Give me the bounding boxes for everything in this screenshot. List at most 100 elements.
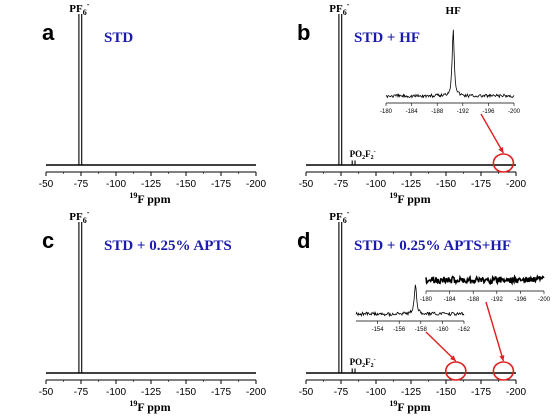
x-axis-label: 19F ppm	[129, 399, 170, 414]
x-tick-label: -125	[401, 387, 421, 398]
peak-label-sup: -	[87, 208, 90, 217]
peak-label-main: PF	[329, 211, 343, 223]
x-tick-label: -150	[176, 387, 196, 398]
highlight-circle	[492, 361, 515, 381]
peak-label-sub: 6	[343, 8, 347, 17]
panel-d: d STD + 0.25% APTS+HF-50 -75 -100 -125 -150 -1…	[297, 208, 551, 414]
peak-label-sub: 6	[343, 216, 347, 225]
peak-label-small-sub2: 2	[371, 155, 374, 161]
x-tick-label: -125	[141, 179, 161, 190]
inset-tick-label: -196	[514, 297, 527, 303]
inset-trace	[355, 284, 465, 318]
panel-a: a STD -50 -75 -100 -125 -150 -175 -200 19F ppm PF6…	[39, 0, 267, 206]
inset-tick-label: -196	[482, 109, 495, 115]
pointer-arrowhead	[498, 147, 504, 153]
x-tick-label: -200	[506, 387, 526, 398]
x-tick-label: -175	[471, 179, 491, 190]
inset-tick-label: -188	[467, 297, 480, 303]
panel-letter: c	[42, 228, 54, 253]
x-axis-label-sup: 19	[129, 399, 137, 408]
peak-label-small-main: PO	[350, 357, 363, 367]
peak-label: PF6-	[329, 0, 349, 17]
x-tick-label: -100	[106, 387, 126, 398]
x-axis-label-sup: 19	[389, 191, 397, 200]
x-tick-label: -100	[366, 387, 386, 398]
x-tick-label: -150	[436, 179, 456, 190]
panel-letter: b	[297, 20, 310, 45]
inset-tick-label: -188	[431, 109, 444, 115]
inset-tick-label: -192	[457, 109, 470, 115]
peak-label-small-main2: F	[365, 149, 371, 159]
pointer-arrowhead	[450, 355, 456, 361]
peak-label-small-sup: -	[374, 149, 376, 155]
peak-label-small: PO2F2-	[350, 357, 376, 369]
x-tick-label: -150	[176, 179, 196, 190]
x-tick-label: -125	[141, 387, 161, 398]
peak-label: PF6-	[69, 0, 89, 17]
peak-label-main: PF	[329, 3, 343, 15]
x-axis-label-main: F ppm	[137, 400, 170, 414]
x-axis-label: 19F ppm	[389, 399, 430, 414]
panel-b: b STD + HF -50 -75 -100 -125 -150 -175 -200 19F p…	[297, 0, 526, 206]
pointer-arrowhead	[499, 355, 505, 361]
x-axis-label-main: F ppm	[397, 192, 430, 206]
peak-label-small-sub1: 2	[362, 363, 365, 369]
inset-peak-label: HF	[446, 5, 462, 17]
highlight-circle	[492, 153, 515, 173]
x-axis-label-sup: 19	[129, 191, 137, 200]
x-axis-label-sup: 19	[389, 399, 397, 408]
x-tick-label: -75	[334, 179, 349, 190]
condition-label: STD + 0.25% APTS	[104, 238, 232, 254]
x-tick-label: -100	[366, 179, 386, 190]
peak-label-main: PF	[69, 3, 83, 15]
inset-tick-label: -154	[372, 327, 385, 333]
x-tick-label: -50	[299, 179, 314, 190]
x-tick-label: -175	[471, 387, 491, 398]
inset-tick-label: -184	[444, 297, 457, 303]
panel-c: c STD + 0.25% APTS -50 -75 -100 -125 -150 -175 -…	[39, 208, 267, 414]
peak-label-sup: -	[347, 208, 350, 217]
x-tick-label: -200	[246, 179, 266, 190]
inset-tick-label: -158	[415, 327, 428, 333]
inset-tick-label: -180	[420, 297, 433, 303]
peak-label-sup: -	[347, 0, 350, 9]
peak-label: PF6-	[329, 208, 349, 225]
pointer-arrow	[485, 301, 505, 362]
highlight-circle	[445, 361, 467, 381]
inset-trace	[385, 29, 515, 99]
x-axis-label-main: F ppm	[137, 192, 170, 206]
inset-spectrum: -180 -184 -188 -192 -196 -200 HF	[380, 5, 521, 115]
x-tick-label: -200	[506, 179, 526, 190]
peak-label-sup: -	[87, 0, 90, 9]
panel-letter: d	[297, 228, 310, 253]
condition-label: STD + HF	[354, 30, 420, 46]
x-tick-label: -50	[39, 179, 54, 190]
peak-label-sub: 6	[83, 8, 87, 17]
x-tick-label: -75	[74, 179, 89, 190]
x-axis-label: 19F ppm	[129, 191, 170, 206]
x-tick-label: -150	[436, 387, 456, 398]
peak-label-small-sub1: 2	[362, 155, 365, 161]
inset-tick-label: -180	[380, 109, 393, 115]
x-tick-label: -175	[211, 179, 231, 190]
inset-spectrum: -180 -184 -188 -192 -196 -200	[420, 274, 551, 303]
x-tick-label: -100	[106, 179, 126, 190]
inset-tick-label: -200	[538, 297, 551, 303]
pointer-arrow	[480, 113, 505, 154]
x-tick-label: -125	[401, 179, 421, 190]
peak-label-small-sub2: 2	[371, 363, 374, 369]
inset-tick-label: -192	[491, 297, 504, 303]
peak-label: PF6-	[69, 208, 89, 225]
peak-label-small-main2: F	[365, 357, 371, 367]
inset-trace	[425, 274, 545, 286]
x-tick-label: -175	[211, 387, 231, 398]
condition-label: STD	[104, 30, 133, 46]
x-tick-label: -75	[334, 387, 349, 398]
x-axis-label: 19F ppm	[389, 191, 430, 206]
peak-label-sub: 6	[83, 216, 87, 225]
inset-tick-label: -156	[393, 327, 406, 333]
inset-tick-label: -160	[436, 327, 449, 333]
pointer-arrow	[425, 331, 457, 362]
peak-label-main: PF	[69, 211, 83, 223]
